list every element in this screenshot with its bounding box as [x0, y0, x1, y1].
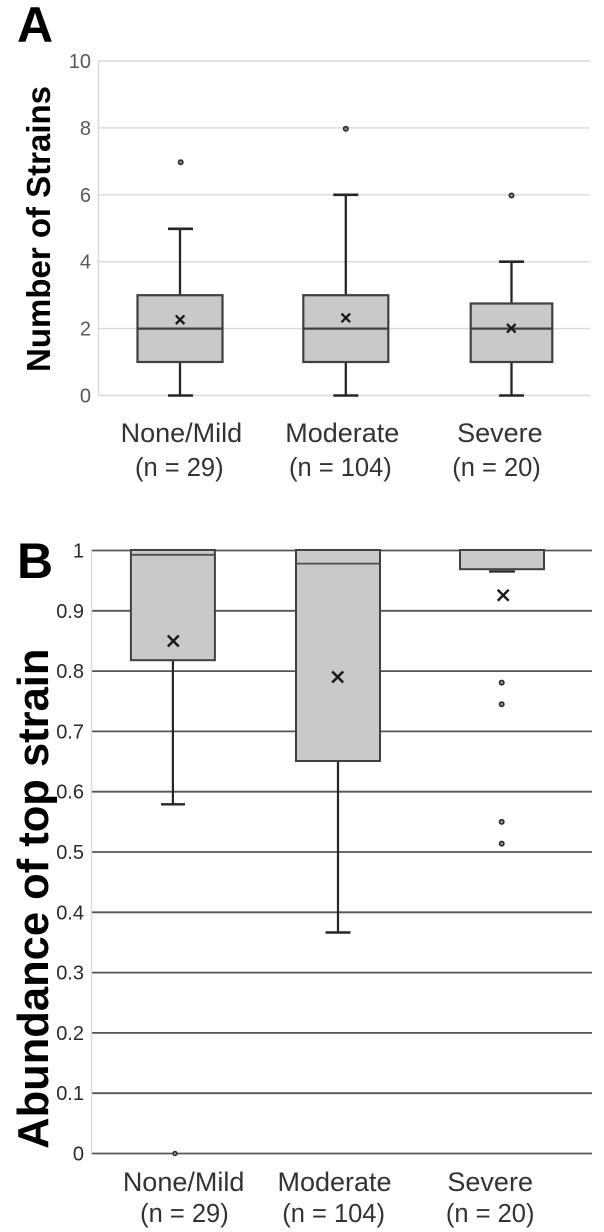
svg-text:0.2: 0.2 [56, 1023, 84, 1045]
svg-text:1: 1 [73, 541, 84, 563]
svg-text:0.1: 0.1 [56, 1083, 84, 1105]
svg-text:0.9: 0.9 [56, 601, 84, 623]
svg-text:None/Mild: None/Mild [121, 418, 243, 448]
svg-text:10: 10 [69, 51, 91, 73]
svg-text:Moderate: Moderate [285, 418, 399, 448]
svg-text:Moderate: Moderate [277, 1167, 391, 1197]
svg-text:0: 0 [80, 386, 91, 408]
svg-text:0.5: 0.5 [56, 842, 84, 864]
svg-text:(n = 29): (n = 29) [140, 1200, 229, 1228]
svg-text:0.3: 0.3 [56, 963, 84, 985]
svg-text:Severe: Severe [447, 1167, 533, 1197]
svg-text:0.7: 0.7 [56, 721, 84, 743]
svg-text:0: 0 [73, 1144, 84, 1166]
svg-text:0.6: 0.6 [56, 782, 84, 804]
svg-text:(n = 29): (n = 29) [135, 454, 224, 482]
svg-text:A: A [17, 0, 53, 53]
svg-text:(n = 20): (n = 20) [446, 1200, 535, 1228]
svg-text:6: 6 [80, 185, 91, 207]
svg-text:(n = 20): (n = 20) [452, 454, 541, 482]
svg-text:0.8: 0.8 [56, 661, 84, 683]
svg-text:Severe: Severe [457, 418, 543, 448]
svg-text:2: 2 [80, 319, 91, 341]
svg-text:Number of Strains: Number of Strains [20, 86, 57, 372]
svg-text:B: B [17, 533, 53, 589]
svg-text:(n = 104): (n = 104) [289, 454, 392, 482]
svg-text:Abundance of top strain: Abundance of top strain [10, 649, 58, 1149]
svg-text:8: 8 [80, 118, 91, 140]
svg-text:None/Mild: None/Mild [123, 1167, 245, 1197]
svg-text:0.4: 0.4 [56, 902, 84, 924]
svg-text:4: 4 [80, 252, 91, 274]
svg-text:(n = 104): (n = 104) [282, 1200, 385, 1228]
